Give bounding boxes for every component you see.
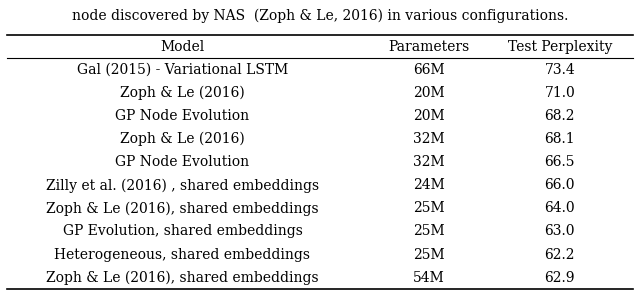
Text: GP Node Evolution: GP Node Evolution <box>115 155 250 169</box>
Text: Zoph & Le (2016), shared embeddings: Zoph & Le (2016), shared embeddings <box>46 201 319 216</box>
Text: 68.1: 68.1 <box>545 132 575 146</box>
Text: GP Evolution, shared embeddings: GP Evolution, shared embeddings <box>63 224 303 238</box>
Text: Test Perplexity: Test Perplexity <box>508 40 612 54</box>
Text: 66.0: 66.0 <box>545 178 575 192</box>
Text: 66.5: 66.5 <box>545 155 575 169</box>
Text: 62.2: 62.2 <box>545 248 575 261</box>
Text: 25M: 25M <box>413 224 445 238</box>
Text: 32M: 32M <box>413 155 445 169</box>
Text: GP Node Evolution: GP Node Evolution <box>115 109 250 123</box>
Text: 32M: 32M <box>413 132 445 146</box>
Text: 71.0: 71.0 <box>545 86 575 100</box>
Text: Parameters: Parameters <box>388 40 469 54</box>
Text: 62.9: 62.9 <box>545 271 575 285</box>
Text: 54M: 54M <box>413 271 445 285</box>
Text: Zoph & Le (2016), shared embeddings: Zoph & Le (2016), shared embeddings <box>46 271 319 285</box>
Text: 68.2: 68.2 <box>545 109 575 123</box>
Text: Heterogeneous, shared embeddings: Heterogeneous, shared embeddings <box>54 248 310 261</box>
Text: 20M: 20M <box>413 109 445 123</box>
Text: 64.0: 64.0 <box>545 201 575 215</box>
Text: 25M: 25M <box>413 201 445 215</box>
Text: Model: Model <box>161 40 205 54</box>
Text: Zilly et al. (2016) , shared embeddings: Zilly et al. (2016) , shared embeddings <box>46 178 319 193</box>
Text: 24M: 24M <box>413 178 445 192</box>
Text: Zoph & Le (2016): Zoph & Le (2016) <box>120 132 245 146</box>
Text: 25M: 25M <box>413 248 445 261</box>
Text: 73.4: 73.4 <box>545 63 575 77</box>
Text: node discovered by NAS  (Zoph & Le, 2016) in various configurations.: node discovered by NAS (Zoph & Le, 2016)… <box>72 9 568 23</box>
Text: Zoph & Le (2016): Zoph & Le (2016) <box>120 86 245 100</box>
Text: 66M: 66M <box>413 63 445 77</box>
Text: 63.0: 63.0 <box>545 224 575 238</box>
Text: 20M: 20M <box>413 86 445 100</box>
Text: Gal (2015) - Variational LSTM: Gal (2015) - Variational LSTM <box>77 63 288 77</box>
